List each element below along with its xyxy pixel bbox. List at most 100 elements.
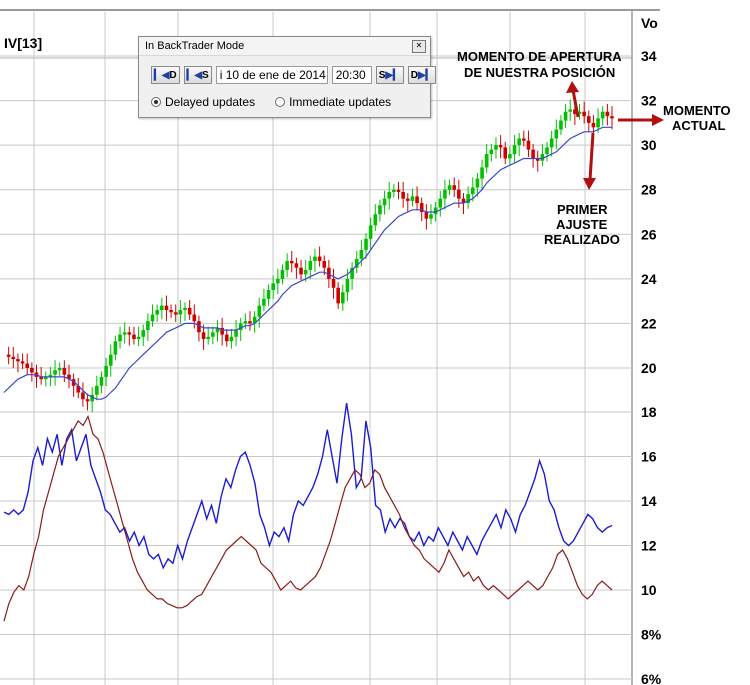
- candle-body: [276, 278, 280, 284]
- panel-titlebar: In BackTrader Mode ✕: [139, 37, 430, 56]
- candle-body: [591, 122, 596, 128]
- candle-body: [331, 278, 336, 288]
- candle-body: [429, 214, 433, 219]
- candle-body: [127, 332, 132, 335]
- candle-body: [141, 330, 146, 337]
- candle-body: [526, 140, 531, 150]
- candle-body: [132, 334, 136, 340]
- candle-body: [563, 111, 568, 121]
- candle-body: [224, 334, 229, 342]
- candle-body: [568, 109, 573, 112]
- price-tick-label: 28: [641, 182, 657, 198]
- close-icon[interactable]: ✕: [412, 40, 426, 53]
- candle-body: [108, 354, 113, 366]
- candle-body: [206, 336, 211, 340]
- candle-body: [280, 269, 285, 279]
- historical-volatility-line: [3, 414, 613, 622]
- grid: [0, 12, 632, 685]
- candle-body: [573, 109, 577, 114]
- vol-tick-label: 16: [641, 449, 657, 465]
- update-mode-options: Delayed updates Immediate updates: [151, 93, 391, 111]
- candle-body: [178, 310, 183, 315]
- candle-body: [252, 316, 257, 324]
- candle-body: [424, 212, 429, 219]
- arrow-adjustment: [588, 132, 595, 181]
- candle-body: [289, 261, 294, 264]
- candle-body: [294, 263, 299, 268]
- candle-body: [160, 305, 164, 311]
- candle-body: [475, 178, 480, 188]
- price-tick-label: 24: [641, 271, 657, 287]
- candle-body: [313, 256, 317, 262]
- candle-body: [577, 111, 582, 114]
- candle-body: [43, 376, 48, 380]
- immediate-updates-radio[interactable]: Immediate updates: [275, 95, 391, 109]
- candle-body: [410, 196, 415, 201]
- vol-tick-label: 18: [641, 404, 657, 420]
- candle-body: [396, 189, 401, 192]
- candle-body: [197, 321, 201, 333]
- delayed-updates-label: Delayed updates: [165, 95, 256, 109]
- candle-body: [549, 138, 554, 148]
- annotation-adjustment-line3: REALIZADO: [544, 232, 620, 247]
- candle-body: [248, 321, 252, 324]
- candle-body: [382, 198, 387, 206]
- vol-tick-label: 14: [641, 493, 657, 509]
- step-back-icon: ▎◀: [154, 69, 170, 81]
- step-back-session-button[interactable]: ▎◀ S: [183, 66, 212, 84]
- step-forward-session-button[interactable]: S ▶▎: [375, 66, 404, 84]
- candle-body: [522, 138, 526, 141]
- candle-body: [136, 336, 141, 340]
- candle-body: [164, 305, 169, 311]
- candle-body: [494, 145, 498, 150]
- candle-body: [503, 147, 508, 159]
- candle-body: [48, 374, 53, 377]
- step-forward-day-button[interactable]: D ▶▎: [407, 66, 437, 84]
- candle-body: [368, 225, 373, 239]
- candle-body: [118, 334, 122, 342]
- candle-body: [39, 376, 43, 380]
- immediate-updates-label: Immediate updates: [289, 95, 392, 109]
- price-tick-label: 30: [641, 137, 657, 153]
- panel-controls: ▎◀ D ▎◀ S i 10 de ene de 2014 20:30 S ▶▎ D ▶…: [151, 65, 437, 85]
- candle-body: [85, 399, 90, 402]
- delayed-updates-radio[interactable]: Delayed updates: [151, 95, 255, 109]
- candle-body: [359, 249, 364, 259]
- date-field[interactable]: i 10 de ene de 2014: [215, 66, 328, 84]
- vol-tick-label: 6%: [641, 671, 662, 685]
- step-back-day-button[interactable]: ▎◀ D: [151, 66, 180, 84]
- time-field[interactable]: 20:30: [331, 66, 372, 84]
- candle-body: [243, 321, 248, 324]
- candle-body: [401, 191, 405, 199]
- candle-body: [183, 307, 187, 311]
- candle-body: [405, 198, 410, 201]
- annotation-adjustment: PRIMER AJUSTE REALIZADO: [544, 132, 620, 247]
- candle-body: [457, 189, 461, 199]
- candle-body: [11, 356, 16, 360]
- annotation-current: MOMENTO ACTUAL: [618, 103, 731, 133]
- candle-body: [373, 214, 378, 226]
- candle-body: [438, 198, 443, 208]
- annotation-current-line2: ACTUAL: [672, 118, 725, 133]
- step-forward-icon: ▶▎: [385, 69, 401, 81]
- candle-body: [215, 327, 220, 333]
- candle-body: [489, 149, 494, 155]
- candle-body: [535, 158, 540, 161]
- radio-unselected-icon: [275, 97, 286, 107]
- arrow-opening: [571, 89, 580, 118]
- candle-body: [95, 385, 99, 395]
- candle-body: [266, 290, 271, 299]
- axis-header: Vo: [641, 15, 658, 31]
- candle-body: [262, 298, 266, 306]
- candle-body: [53, 370, 57, 375]
- price-axis-ticks: 34 32 30 28 26 24 22 20: [641, 48, 657, 376]
- candle-body: [582, 111, 586, 117]
- candle-body: [169, 310, 173, 313]
- candle-body: [90, 394, 94, 402]
- price-tick-label: 26: [641, 226, 657, 242]
- annotation-adjustment-line1: PRIMER: [557, 202, 608, 217]
- candle-body: [354, 258, 359, 268]
- candle-body: [62, 368, 67, 375]
- indicator-label: IV[13]: [4, 35, 42, 51]
- candle-body: [104, 365, 108, 377]
